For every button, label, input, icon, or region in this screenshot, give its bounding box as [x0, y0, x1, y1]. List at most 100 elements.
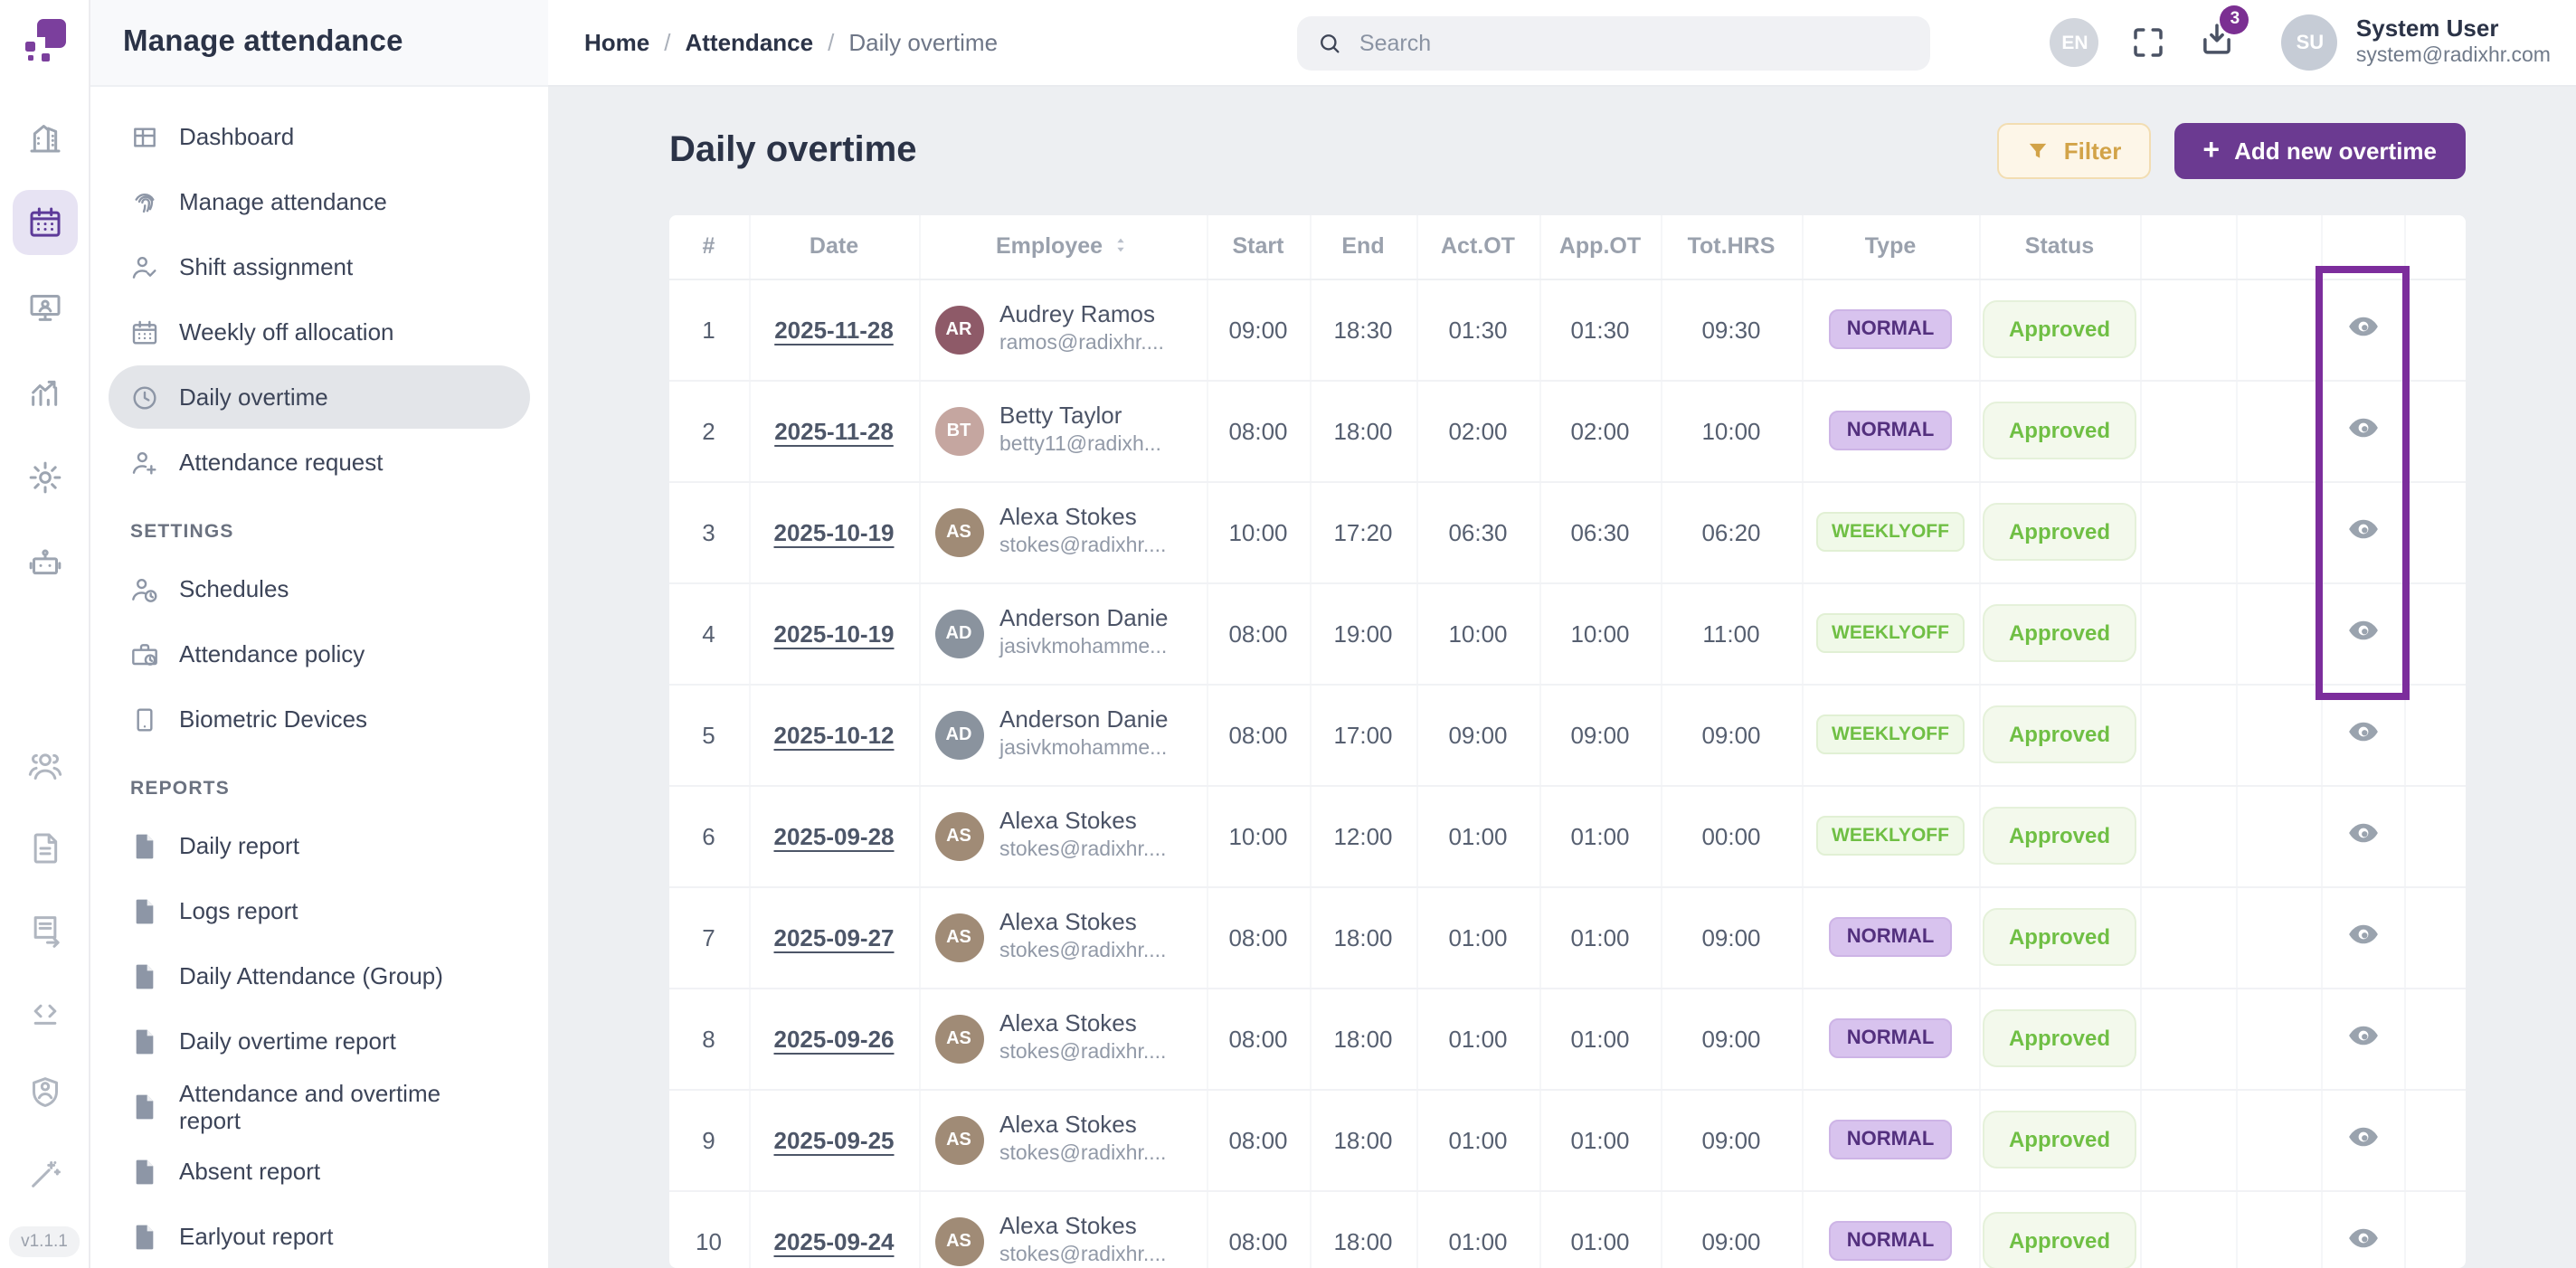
sidebar-item-label: Logs report	[179, 897, 298, 924]
view-eye-icon[interactable]	[2345, 1018, 2380, 1053]
date-link[interactable]: 2025-09-25	[773, 1126, 895, 1153]
empty-cell	[2404, 1190, 2466, 1268]
date-link[interactable]: 2025-09-27	[773, 923, 895, 951]
view-eye-icon[interactable]	[2345, 613, 2380, 648]
view-eye-icon[interactable]	[2345, 917, 2380, 951]
table-row: 3 2025-10-19 AS Alexa Stokes stokes@radixhr.…	[669, 481, 2466, 583]
filter-button[interactable]: Filter	[1996, 123, 2151, 179]
actual-overtime: 01:00	[1416, 886, 1540, 989]
sidebar-item-label: Earlyout report	[179, 1223, 334, 1250]
sidebar-item-biometric-devices[interactable]: Biometric Devices	[109, 687, 530, 751]
view-eye-icon[interactable]	[2345, 512, 2380, 546]
user-menu[interactable]: SU System User system@radixhr.com	[2281, 14, 2551, 71]
funnel-icon	[2026, 139, 2050, 163]
sidebar-item-absent-report[interactable]: Absent report	[109, 1140, 530, 1203]
column-header-employee[interactable]: Employee	[919, 215, 1208, 279]
rail-document-button[interactable]	[12, 816, 77, 881]
rail-top-group	[12, 105, 77, 615]
actual-overtime: 01:30	[1416, 279, 1540, 381]
sidebar-item-schedules[interactable]: Schedules	[109, 557, 530, 620]
sidebar-item-shift-assignment[interactable]: Shift assignment	[109, 235, 530, 298]
empty-cell	[2404, 279, 2466, 381]
rail-magic-wand-button[interactable]	[12, 1141, 77, 1206]
total-hours: 10:00	[1661, 380, 1803, 482]
sidebar-item-daily-attendance-group-[interactable]: Daily Attendance (Group)	[109, 944, 530, 1008]
row-number: 7	[669, 886, 750, 989]
sidebar-item-weekly-off-allocation[interactable]: Weekly off allocation	[109, 300, 530, 364]
rail-code-bracket-button[interactable]	[12, 979, 77, 1044]
column-header-type: Type	[1802, 215, 1980, 279]
view-eye-icon[interactable]	[2345, 411, 2380, 445]
employee-avatar: AS	[934, 1115, 983, 1164]
rail-receipt-export-button[interactable]	[12, 897, 77, 962]
view-eye-icon[interactable]	[2345, 714, 2380, 749]
rail-gear-button[interactable]	[12, 445, 77, 510]
brand-logo-icon[interactable]	[19, 14, 70, 65]
sidebar-menu: Dashboard Manage attendance Shift assignme…	[90, 87, 548, 1268]
add-new-overtime-button[interactable]: + Add new overtime	[2174, 123, 2466, 179]
date-link[interactable]: 2025-09-28	[773, 822, 895, 849]
empty-cell	[2140, 1190, 2237, 1268]
sidebar-item-attendance-and-overtime-report[interactable]: Attendance and overtime report	[109, 1074, 530, 1138]
sidebar-item-dashboard[interactable]: Dashboard	[109, 105, 530, 168]
end-time: 18:00	[1310, 1190, 1417, 1268]
pdf-file-icon	[130, 1092, 159, 1121]
date-link[interactable]: 2025-09-26	[773, 1025, 895, 1052]
view-eye-icon[interactable]	[2345, 1120, 2380, 1154]
language-badge[interactable]: EN	[2050, 18, 2099, 67]
search-input[interactable]	[1359, 30, 1911, 55]
date-link[interactable]: 2025-09-24	[773, 1227, 895, 1254]
sidebar-item-daily-overtime-report[interactable]: Daily overtime report	[109, 1009, 530, 1073]
end-time: 17:20	[1310, 481, 1417, 583]
date-link[interactable]: 2025-11-28	[774, 417, 894, 444]
pdf-file-icon	[130, 831, 159, 860]
rail-building-button[interactable]	[12, 105, 77, 170]
magic-wand-icon	[26, 1156, 62, 1192]
view-eye-icon[interactable]	[2345, 1221, 2380, 1255]
overtime-table: # Date Employee Start End Act.OT App.OT Tot.HRS…	[669, 215, 2466, 1268]
topbar: Home / Attendance / Daily overtime EN 3	[548, 0, 2576, 87]
rail-users-group-button[interactable]	[12, 734, 77, 800]
empty-cell	[2236, 582, 2322, 685]
breadcrumb-attendance[interactable]: Attendance	[685, 29, 814, 56]
sidebar-item-manage-attendance[interactable]: Manage attendance	[109, 170, 530, 233]
employee-name: Alexa Stokes	[999, 503, 1137, 531]
rail-bottom-group	[12, 734, 77, 1223]
fullscreen-icon[interactable]	[2130, 24, 2168, 62]
column-header-date: Date	[749, 215, 920, 279]
rail-chart-trend-button[interactable]	[12, 360, 77, 425]
view-eye-icon[interactable]	[2345, 816, 2380, 850]
column-header--: #	[669, 215, 750, 279]
view-eye-icon[interactable]	[2345, 309, 2380, 344]
robot-icon	[26, 544, 62, 581]
sidebar-item-attendance-policy[interactable]: Attendance policy	[109, 622, 530, 686]
breadcrumb-home[interactable]: Home	[584, 29, 650, 56]
column-header-status: Status	[1979, 215, 2141, 279]
sidebar-item-daily-overtime[interactable]: Daily overtime	[109, 365, 530, 429]
date-link[interactable]: 2025-10-19	[773, 620, 895, 647]
user-plus-icon	[130, 448, 159, 477]
date-link[interactable]: 2025-10-12	[773, 721, 895, 748]
start-time: 08:00	[1207, 886, 1311, 989]
notification-button[interactable]: 3	[2199, 5, 2249, 66]
topbar-icons: EN 3	[2050, 5, 2249, 67]
rail-monitor-user-button[interactable]	[12, 275, 77, 340]
approved-overtime: 01:00	[1539, 1190, 1662, 1268]
sidebar-item-daily-report[interactable]: Daily report	[109, 814, 530, 877]
date-link[interactable]: 2025-11-28	[774, 316, 894, 343]
search-box[interactable]	[1297, 15, 1931, 70]
rail-robot-button[interactable]	[12, 530, 77, 595]
sidebar-item-attendance-request[interactable]: Attendance request	[109, 431, 530, 494]
column-header-empty	[2236, 215, 2322, 279]
pdf-file-icon	[130, 896, 159, 925]
actual-overtime: 01:00	[1416, 1190, 1540, 1268]
empty-cell	[2140, 886, 2237, 989]
rail-calendar-button[interactable]	[12, 190, 77, 255]
sidebar-item-earlyout-report[interactable]: Earlyout report	[109, 1205, 530, 1268]
sidebar-item-logs-report[interactable]: Logs report	[109, 879, 530, 942]
type-badge: NORMAL	[1828, 309, 1953, 349]
empty-cell	[2236, 1190, 2322, 1268]
date-link[interactable]: 2025-10-19	[773, 518, 895, 545]
rail-shield-user-button[interactable]	[12, 1060, 77, 1125]
table-row: 10 2025-09-24 AS Alexa Stokes stokes@radixhr…	[669, 1190, 2466, 1268]
